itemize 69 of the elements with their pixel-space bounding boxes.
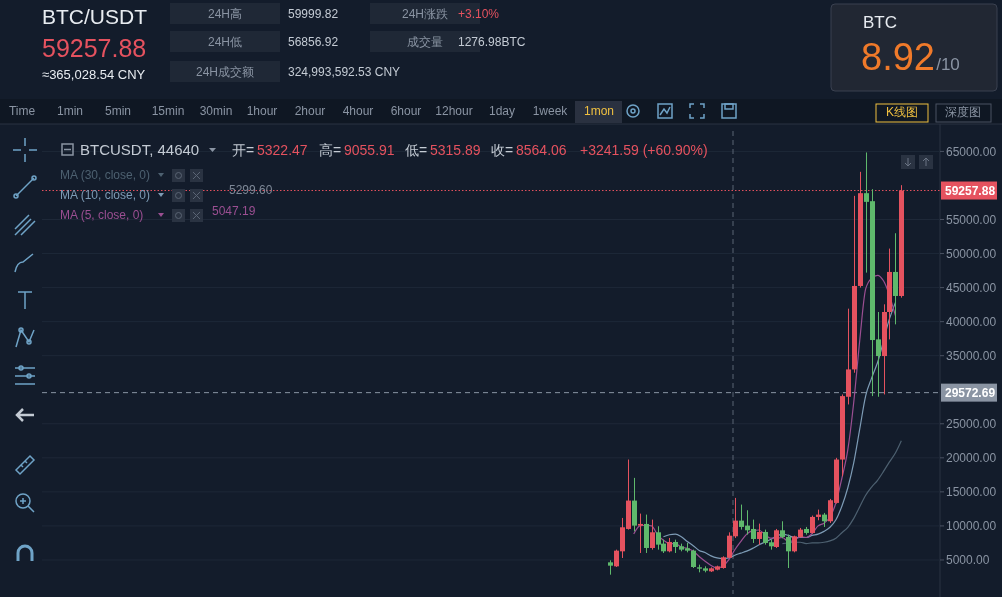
annotation: 高= <box>319 142 342 158</box>
y-tick-label: 65000.00 <box>946 144 997 159</box>
annotation: 低= <box>405 142 428 158</box>
text: 12hour <box>435 104 473 118</box>
text: 24H高 <box>207 7 243 21</box>
annotation: 9055.91 <box>344 142 395 158</box>
text: 324,993,592.53 CNY <box>288 65 401 79</box>
candlestick <box>691 549 696 569</box>
text: BTC <box>863 13 897 32</box>
annotation: 5322.47 <box>257 142 308 158</box>
annotation: 5299.60 <box>229 183 273 197</box>
annotation: 5047.19 <box>212 204 256 218</box>
candlestick <box>650 519 655 551</box>
annotation: BTCUSDT, 44640 <box>80 141 200 158</box>
text: 成交量 <box>407 35 443 49</box>
text: 56856.92 <box>288 35 339 49</box>
text: BTC/USDT <box>42 5 148 28</box>
text: 24H成交额 <box>195 65 255 79</box>
y-tick-label: 35000.00 <box>946 348 997 363</box>
text: 30min <box>199 104 233 118</box>
y-tick-label: 55000.00 <box>946 212 997 227</box>
annotation: 收= <box>491 142 514 158</box>
y-tick-label: 5000.00 <box>946 553 990 568</box>
text: 4hour <box>342 104 374 118</box>
text: 深度图 <box>945 105 981 119</box>
text: 15min <box>151 104 185 118</box>
candlestick <box>757 523 762 546</box>
ref-line-label: 29572.69 <box>945 385 996 400</box>
annotation: 开= <box>232 142 255 158</box>
y-tick-label: 10000.00 <box>946 519 997 534</box>
text: 59999.82 <box>288 7 339 21</box>
text: 1day <box>488 104 516 118</box>
text: 8.92 <box>861 36 935 78</box>
candlestick <box>810 515 815 535</box>
text: ≈365,028.54 CNY <box>42 67 146 82</box>
line-series <box>662 301 896 560</box>
text: 1276.98BTC <box>458 35 526 49</box>
text: 24H低 <box>207 35 243 49</box>
y-tick-label: 25000.00 <box>946 416 997 431</box>
text: 2hour <box>294 104 326 118</box>
text: 24H涨跌 <box>401 7 449 21</box>
text: Time <box>8 104 36 118</box>
candlestick <box>786 534 791 569</box>
y-tick-label: 50000.00 <box>946 246 997 261</box>
ref-line-label: 59257.88 <box>945 183 996 198</box>
candlestick <box>733 497 738 539</box>
text: 1week <box>532 104 569 118</box>
text: 1min <box>56 104 84 118</box>
y-tick-label: 45000.00 <box>946 280 997 295</box>
text: 1hour <box>246 104 278 118</box>
text: /10 <box>936 55 960 74</box>
legend-label: MA (30, close, 0) <box>60 168 151 183</box>
candlestick <box>638 513 643 554</box>
text: 1mon <box>583 104 615 118</box>
legend-label: MA (5, close, 0) <box>60 208 144 223</box>
candlestick <box>774 528 779 549</box>
annotation: +3241.59 (+60.90%) <box>580 142 708 158</box>
annotation: 8564.06 <box>516 142 567 158</box>
text: 5min <box>104 104 132 118</box>
annotation: 5315.89 <box>430 142 481 158</box>
y-tick-label: 40000.00 <box>946 314 997 329</box>
y-tick-label: 20000.00 <box>946 451 997 466</box>
text: +3.10% <box>458 7 500 21</box>
line-series <box>633 274 896 569</box>
y-tick-label: 15000.00 <box>946 485 997 500</box>
legend-label: MA (10, close, 0) <box>60 188 151 203</box>
text: K线图 <box>885 105 919 119</box>
text: 59257.88 <box>42 34 147 62</box>
text: 6hour <box>390 104 422 118</box>
